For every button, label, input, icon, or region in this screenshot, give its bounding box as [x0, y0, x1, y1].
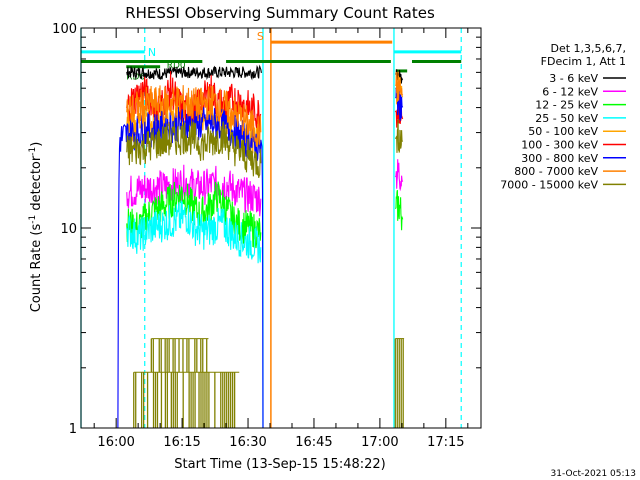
series-line	[394, 71, 404, 102]
olive-band	[394, 338, 405, 428]
rate-decimation-label: RD0	[167, 61, 186, 71]
olive-band	[150, 338, 209, 373]
x-tick-label: 17:00	[361, 435, 398, 450]
chart-title: RHESSI Observing Summary Count Rates	[125, 4, 435, 22]
series-25-50-kev	[125, 200, 262, 264]
night-label: N	[148, 46, 156, 59]
timestamp-footer: 31-Oct-2021 05:13	[551, 469, 636, 479]
series-6-12-kev	[126, 159, 404, 217]
x-axis-label: Start Time (13-Sep-15 15:48:22)	[174, 457, 385, 472]
series-800-7000-kev	[126, 71, 404, 147]
x-axis: 16:00 16:15 16:30 16:45 17:00 17:15	[93, 28, 469, 450]
series-line	[394, 119, 404, 153]
legend-header: Det 1,3,5,6,7,	[550, 42, 626, 55]
series-line	[126, 85, 262, 147]
y-axis-label-close: )	[29, 142, 44, 147]
y-axis-label-sup2: -1	[28, 147, 38, 156]
legend-entry: 12 - 25 keV	[535, 99, 598, 112]
legend-header: FDecim 1, Att 1	[541, 55, 626, 68]
series-line	[126, 120, 262, 179]
legend-entry: 25 - 50 keV	[535, 112, 598, 125]
series-line	[126, 164, 262, 217]
legend: Det 1,3,5,6,7,FDecim 1, Att 1 3 - 6 keV6 …	[500, 42, 626, 191]
x-tick-label: 16:45	[295, 435, 332, 450]
legend-entry: 3 - 6 keV	[549, 72, 598, 85]
y-axis: 1 10 100	[52, 22, 481, 437]
legend-entry: 7000 - 15000 keV	[500, 178, 598, 191]
series-line	[126, 181, 262, 249]
y-axis-label-main: Count Rate (s	[29, 224, 44, 313]
series-7000-15000-kev	[126, 119, 404, 179]
series-line	[394, 159, 404, 192]
y-tick-label: 100	[52, 22, 77, 37]
x-tick-label: 16:15	[163, 435, 200, 450]
legend-entry: 100 - 300 keV	[521, 139, 598, 152]
legend-entry: 800 - 7000 keV	[514, 165, 598, 178]
x-tick-label: 16:30	[229, 435, 266, 450]
series-12-25-kev	[126, 181, 404, 249]
legend-entry: 300 - 800 keV	[521, 152, 598, 165]
y-axis-label-sup: -1	[28, 215, 38, 224]
y-axis-label: Count Rate (s-1 detector-1)	[28, 142, 44, 313]
legend-entry: 6 - 12 keV	[542, 85, 598, 98]
y-tick-label: 10	[60, 222, 77, 237]
series-line	[126, 64, 262, 81]
legend-entry: 50 - 100 keV	[528, 125, 598, 138]
series-line	[117, 106, 264, 429]
x-tick-label: 17:15	[427, 435, 464, 450]
olive-band	[133, 371, 240, 428]
x-tick-label: 16:00	[97, 435, 134, 450]
saa-label: S	[257, 30, 264, 43]
series-line	[394, 189, 404, 231]
y-tick-label: 1	[69, 422, 77, 437]
series-line	[125, 200, 262, 264]
y-axis-label-tail: detector	[29, 155, 44, 215]
